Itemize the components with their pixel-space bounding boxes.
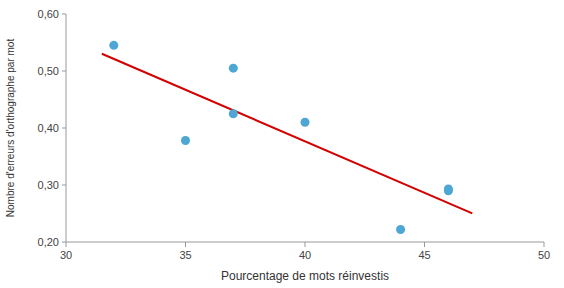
x-axis-label: Pourcentage de mots réinvestis [221, 269, 389, 283]
x-tick [66, 242, 67, 247]
y-tick-label: 0,20 [38, 236, 59, 248]
scatter-point [396, 225, 405, 234]
y-tick-label: 0,60 [38, 8, 59, 20]
x-tick [544, 242, 545, 247]
y-tick [62, 185, 66, 186]
scatter-point [109, 41, 118, 50]
y-tick [62, 14, 66, 15]
regression-line [102, 54, 472, 214]
data-group [102, 41, 472, 234]
x-tick [424, 242, 425, 247]
x-tick-label: 30 [60, 249, 72, 261]
x-tick-label: 45 [418, 249, 430, 261]
y-tick [62, 128, 66, 129]
x-tick [185, 242, 186, 247]
scatter-point [301, 118, 310, 127]
scatter-point [229, 64, 238, 73]
y-tick-label: 0,40 [38, 122, 59, 134]
chart-svg: 30 35 40 45 50 0,20 0,30 0,40 0,50 0,60 Pourcentag… [0, 0, 564, 288]
y-axis-label: Nombre d'erreurs d'orthographe par mot [5, 39, 16, 218]
x-tick-label: 50 [538, 249, 550, 261]
x-tick [305, 242, 306, 247]
axes: 30 35 40 45 50 0,20 0,30 0,40 0,50 0,60 [38, 8, 551, 261]
scatter-point [444, 184, 453, 193]
x-tick-label: 35 [179, 249, 191, 261]
scatter-point [229, 109, 238, 118]
y-tick-label: 0,30 [38, 179, 59, 191]
x-tick-label: 40 [299, 249, 311, 261]
y-tick [62, 242, 66, 243]
y-tick-label: 0,50 [38, 65, 59, 77]
y-tick [62, 71, 66, 72]
chart-container: 30 35 40 45 50 0,20 0,30 0,40 0,50 0,60 Pourcentag… [0, 0, 564, 288]
scatter-point [181, 136, 190, 145]
